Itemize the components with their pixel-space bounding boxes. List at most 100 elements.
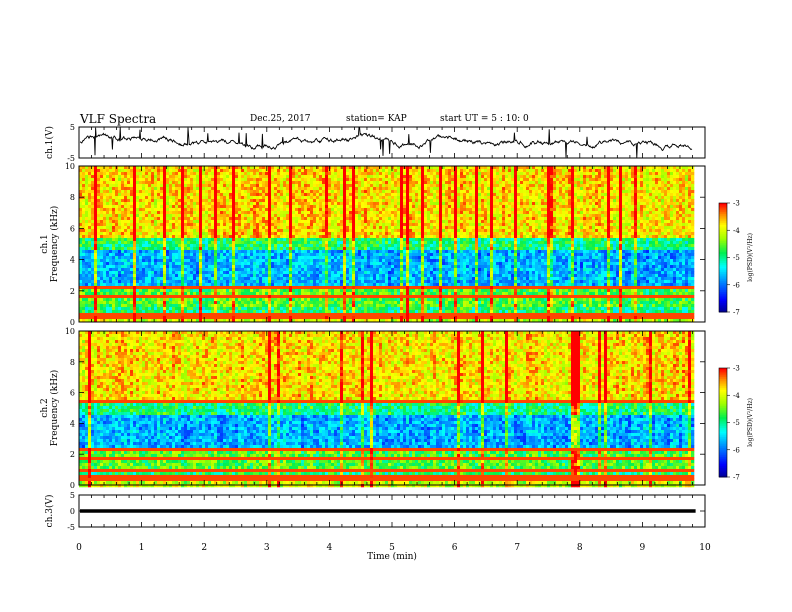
ch1-spectrogram-cell: [175, 304, 178, 307]
ch1-spectrogram-cell: [106, 295, 109, 298]
ch1-spectrogram-cell: [238, 235, 241, 238]
ch1-spectrogram-cell: [298, 190, 301, 193]
ch1-spectrogram-cell: [259, 238, 262, 241]
ch1-spectrogram-cell: [124, 310, 127, 313]
ch1-spectrogram-cell: [241, 292, 244, 295]
ch1-spectrogram-cell: [358, 295, 361, 298]
ch1-spectrogram-cell: [271, 274, 274, 277]
ch1-spectrogram-cell: [97, 175, 100, 178]
ch1-spectrogram-cell: [193, 187, 196, 190]
ch1-spectrogram-cell: [283, 199, 286, 202]
ch1-spectrogram-cell: [214, 178, 217, 181]
ch1-spectrogram-cell: [157, 259, 160, 262]
ch1-spectrogram-cell: [205, 304, 208, 307]
ch1-spectrogram-cell: [151, 259, 154, 262]
ch1-spectrogram-cell: [298, 292, 301, 295]
ch1-spectrogram-cell: [187, 199, 190, 202]
ch1-spectrogram-cell: [226, 175, 229, 178]
ch1-spectrogram-cell: [130, 283, 133, 286]
ch1-spectrogram-cell: [136, 211, 139, 214]
ch1-spectrogram-cell: [82, 199, 85, 202]
ch1-spectrogram-cell: [349, 169, 352, 172]
ch1-spectrogram-cell: [121, 295, 124, 298]
ch1-spectrogram-cell: [88, 259, 91, 262]
ch1-spectrogram-cell: [124, 226, 127, 229]
ch1-spectrogram-cell: [115, 187, 118, 190]
ch1-spectrogram-cell: [271, 172, 274, 175]
ch1-spectrogram-cell: [139, 199, 142, 202]
ch1-spectrogram-cell: [292, 259, 295, 262]
ch1-spectrogram-cell: [142, 268, 145, 271]
ch1-spectrogram-cell: [172, 289, 175, 292]
ch1-spectrogram-cell: [295, 253, 298, 256]
ch1-spectrogram-cell: [142, 280, 145, 283]
ch1-spectrogram-cell: [271, 280, 274, 283]
ch1-spectrogram-cell: [112, 301, 115, 304]
ch1-spectrogram-cell: [160, 289, 163, 292]
ch1-spectrogram-cell: [244, 268, 247, 271]
ch1-spectrogram-cell: [349, 283, 352, 286]
ch1-spectrogram-cell: [145, 241, 148, 244]
ch1-spectrogram-cell: [331, 277, 334, 280]
ch1-spectrogram-cell: [115, 271, 118, 274]
ch1-spectrogram-cell: [313, 301, 316, 304]
ch1-spectrogram-cell: [136, 250, 139, 253]
ch1-spectrogram-cell: [328, 184, 331, 187]
ch1-spectrogram-cell: [334, 277, 337, 280]
ch1-spectrogram-cell: [289, 211, 292, 214]
ch1-spectrogram-cell: [85, 241, 88, 244]
ch1-spectrogram-cell: [199, 247, 202, 250]
ch1-spectrogram-cell: [340, 220, 343, 223]
ch1-spectrogram-cell: [208, 205, 211, 208]
ch1-spectrogram-cell: [241, 241, 244, 244]
ch1-spectrogram-cell: [250, 241, 253, 244]
ch1-spectrogram-cell: [349, 187, 352, 190]
ch1-spectrogram-cell: [217, 181, 220, 184]
ch1-spectrogram-cell: [172, 241, 175, 244]
ch1-spectrogram-cell: [340, 175, 343, 178]
ch1-spectrogram-cell: [211, 259, 214, 262]
ch1-spectrogram-cell: [310, 277, 313, 280]
ch1-spectrogram-cell: [85, 310, 88, 313]
ch1-spectrogram-cell: [178, 253, 181, 256]
ch1-spectrogram-cell: [133, 178, 136, 181]
ch1-spectrogram-cell: [115, 262, 118, 265]
ch1-spectrogram-cell: [199, 298, 202, 301]
ch1-spectrogram-cell: [319, 271, 322, 274]
ch1-spectrogram-cell: [115, 175, 118, 178]
ch1-spectrogram-cell: [82, 190, 85, 193]
ch1-spectrogram-cell: [202, 208, 205, 211]
ch1-spectrogram-cell: [337, 247, 340, 250]
ch1-spectrogram-cell: [262, 253, 265, 256]
ch1-spectrogram-cell: [331, 175, 334, 178]
ch1-spectrogram-cell: [127, 259, 130, 262]
ch1-spectrogram-cell: [124, 211, 127, 214]
ch1-spectrogram-cell: [349, 274, 352, 277]
ch1-spectrogram-cell: [262, 178, 265, 181]
ch1-spectrogram-cell: [133, 244, 136, 247]
ch1-spectrogram-cell: [355, 217, 358, 220]
ch1-spectrogram-cell: [319, 193, 322, 196]
ch1-spectrogram-cell: [358, 253, 361, 256]
ch1-spectrogram-cell: [127, 292, 130, 295]
ch1-spectrogram-cell: [280, 199, 283, 202]
ch1-spectrogram-cell: [121, 286, 124, 289]
ch1-spectrogram-cell: [82, 283, 85, 286]
ch1-spectrogram-cell: [286, 244, 289, 247]
ch1-spectrogram-cell: [241, 277, 244, 280]
ch1-spectrogram-cell: [205, 286, 208, 289]
ch1-spectrogram-cell: [265, 280, 268, 283]
ch1-spectrogram-cell: [193, 292, 196, 295]
ch1-spectrogram-cell: [349, 229, 352, 232]
ch1-spectrogram-cell: [154, 244, 157, 247]
ch1-spectrogram-cell: [175, 220, 178, 223]
ch1-spectrogram-cell: [172, 202, 175, 205]
ch1-spectrogram-cell: [82, 265, 85, 268]
ch1-spectrogram-cell: [118, 256, 121, 259]
ch1-spectrogram-cell: [169, 307, 172, 310]
ch1-spectrogram-cell: [88, 286, 91, 289]
ch1-spectrogram-cell: [262, 220, 265, 223]
ch1-spectrogram-cell: [157, 208, 160, 211]
ch1-spectrogram-cell: [253, 235, 256, 238]
ch1-spectrogram-cell: [151, 178, 154, 181]
